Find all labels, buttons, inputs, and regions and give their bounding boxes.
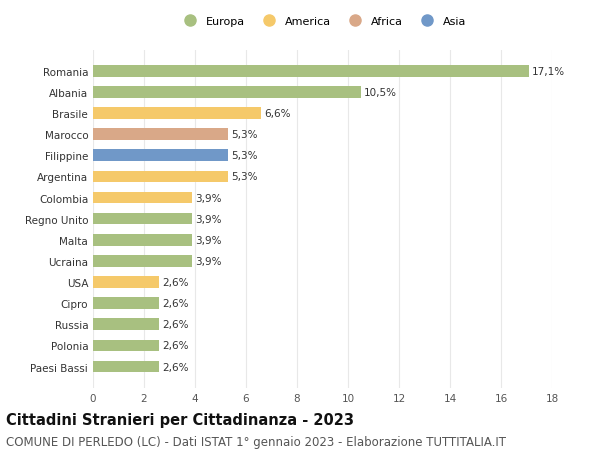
- Bar: [93, 340, 160, 352]
- Text: 3,9%: 3,9%: [196, 256, 222, 266]
- Text: 2,6%: 2,6%: [163, 341, 189, 351]
- Bar: [93, 319, 160, 330]
- Text: 2,6%: 2,6%: [163, 298, 189, 308]
- Bar: [93, 171, 228, 183]
- Bar: [93, 277, 160, 288]
- Text: 2,6%: 2,6%: [163, 277, 189, 287]
- Text: 3,9%: 3,9%: [196, 193, 222, 203]
- Text: 3,9%: 3,9%: [196, 235, 222, 245]
- Bar: [93, 235, 193, 246]
- Text: COMUNE DI PERLEDO (LC) - Dati ISTAT 1° gennaio 2023 - Elaborazione TUTTITALIA.IT: COMUNE DI PERLEDO (LC) - Dati ISTAT 1° g…: [6, 435, 506, 448]
- Text: 5,3%: 5,3%: [231, 172, 258, 182]
- Bar: [93, 256, 193, 267]
- Text: 2,6%: 2,6%: [163, 319, 189, 330]
- Bar: [93, 129, 228, 140]
- Legend: Europa, America, Africa, Asia: Europa, America, Africa, Asia: [175, 12, 470, 31]
- Bar: [93, 150, 228, 162]
- Text: 17,1%: 17,1%: [532, 67, 565, 77]
- Text: 5,3%: 5,3%: [231, 130, 258, 140]
- Bar: [93, 361, 160, 373]
- Text: 6,6%: 6,6%: [265, 109, 291, 119]
- Text: 5,3%: 5,3%: [231, 151, 258, 161]
- Bar: [93, 213, 193, 225]
- Bar: [93, 66, 529, 78]
- Text: 2,6%: 2,6%: [163, 362, 189, 372]
- Text: 10,5%: 10,5%: [364, 88, 397, 98]
- Bar: [93, 108, 261, 120]
- Bar: [93, 192, 193, 204]
- Bar: [93, 298, 160, 309]
- Text: 3,9%: 3,9%: [196, 214, 222, 224]
- Text: Cittadini Stranieri per Cittadinanza - 2023: Cittadini Stranieri per Cittadinanza - 2…: [6, 413, 354, 428]
- Bar: [93, 87, 361, 99]
